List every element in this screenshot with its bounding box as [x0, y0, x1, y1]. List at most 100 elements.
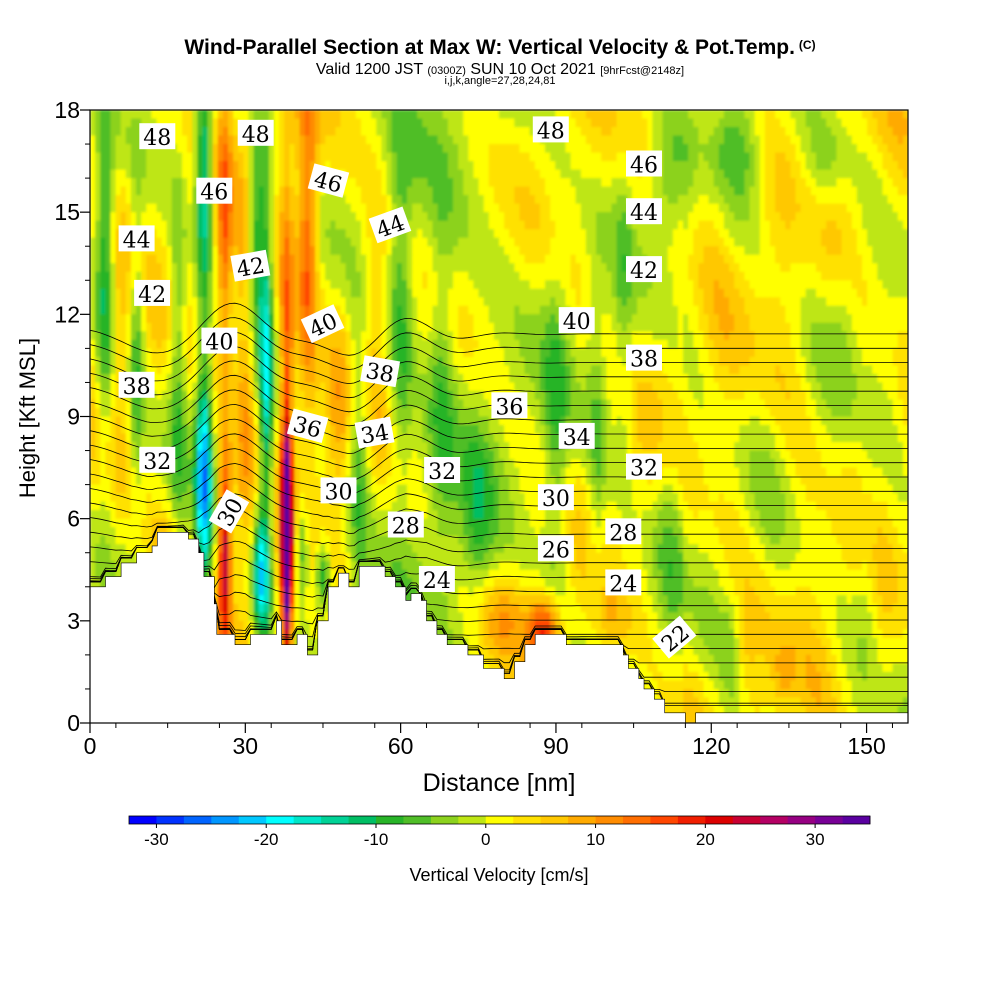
x-tick-label: 120: [692, 733, 730, 759]
colorbar-swatch: [540, 816, 569, 824]
theta-label-text: 32: [630, 457, 658, 482]
theta-label-text: 44: [123, 228, 151, 253]
theta-label: 40: [558, 307, 595, 335]
theta-label-text: 32: [143, 450, 171, 475]
theta-contour: [90, 526, 908, 625]
colorbar-swatch: [321, 816, 349, 824]
theta-contour: [90, 463, 908, 509]
theta-label-text: 38: [123, 375, 151, 400]
theta-label-text: 28: [392, 515, 420, 540]
section-indices: i,j,k,angle=27,28,24,81: [444, 75, 556, 87]
y-tick-label: 3: [67, 608, 80, 634]
theta-label-text: 24: [423, 569, 451, 594]
y-tick-label: 12: [54, 301, 80, 327]
theta-label-text: 36: [495, 395, 523, 420]
theta-contour: [90, 526, 908, 571]
theta-label: 32: [424, 457, 461, 485]
valid-time: Valid 1200 JST: [315, 61, 423, 78]
x-tick-label: 60: [388, 733, 414, 759]
theta-label: 38: [360, 355, 401, 388]
colorbar-swatch: [348, 816, 377, 824]
colorbar-swatch: [430, 816, 459, 824]
x-tick-label: 0: [84, 733, 97, 759]
theta-label-text: 30: [542, 487, 570, 512]
theta-label-text: 30: [325, 480, 353, 505]
valid-date: SUN 10 Oct 2021: [470, 61, 596, 78]
colorbar-swatch: [266, 816, 295, 824]
theta-contour: [90, 403, 908, 455]
theta-label-text: 48: [143, 126, 171, 151]
colorbar-tick-label: -20: [254, 830, 279, 849]
theta-label-text: 40: [563, 310, 591, 335]
theta-label: 42: [626, 256, 662, 284]
colorbar-swatch: [293, 816, 322, 824]
colorbar-swatch: [815, 816, 843, 824]
colorbar-swatch: [705, 816, 734, 824]
utc-time: (0300Z): [427, 65, 466, 77]
forecast-info: [9hrFcst@2148z]: [600, 65, 685, 77]
theta-label: 42: [134, 279, 171, 308]
chart-title-text: Wind-Parallel Section at Max W: Vertical…: [184, 36, 795, 59]
x-axis-label: Distance [nm]: [423, 769, 576, 797]
theta-label: 38: [626, 344, 662, 373]
colorbar: -30 -20 -10 0 10 20 30: [128, 815, 871, 849]
theta-label: 40: [201, 327, 238, 356]
colorbar-tick-label: -30: [144, 830, 169, 849]
theta-contour: [90, 526, 908, 598]
theta-label-text: 32: [428, 460, 456, 485]
theta-contour: [90, 448, 908, 495]
colorbar-tick-label: 0: [481, 830, 490, 849]
colorbar-swatch: [485, 816, 514, 824]
theta-label-text: 38: [630, 348, 658, 373]
theta-label: 34: [354, 416, 395, 450]
theta-label: 26: [537, 535, 574, 563]
theta-label-text: 42: [235, 253, 267, 282]
y-axis-label: Height [Kft MSL]: [15, 338, 40, 498]
colorbar-swatch: [183, 816, 212, 824]
theta-label-text: 28: [609, 521, 637, 546]
chart-subtitle: Valid 1200 JST (0300Z) SUN 10 Oct 2021 […: [0, 61, 1000, 79]
y-tick-label: 0: [67, 710, 80, 736]
colorbar-swatch: [787, 816, 816, 824]
theta-contour: [90, 526, 908, 678]
theta-contour: [90, 526, 908, 650]
y-tick-label: 15: [54, 199, 80, 225]
theta-label: 30: [537, 484, 574, 512]
x-tick-label: 150: [847, 733, 885, 759]
colorbar-swatch: [513, 816, 542, 824]
theta-label-text: 44: [630, 201, 658, 226]
theta-label-text: 42: [138, 283, 166, 308]
colorbar-swatch: [760, 816, 789, 824]
x-tick-label: 90: [543, 733, 569, 759]
x-tick-label: 30: [233, 733, 259, 759]
colorbar-swatch: [650, 816, 679, 824]
colorbar-swatch: [238, 816, 267, 824]
theta-contour: [90, 478, 908, 522]
colorbar-swatch: [458, 816, 487, 824]
copyright-mark: (C): [798, 38, 816, 52]
theta-label: 34: [558, 422, 595, 451]
theta-contour: [90, 317, 908, 370]
theta-label-text: 48: [242, 123, 270, 148]
chart-title: Wind-Parallel Section at Max W: Vertical…: [0, 36, 1000, 60]
theta-label: 30: [320, 477, 357, 505]
theta-label: 48: [237, 119, 274, 148]
theta-label-text: 48: [537, 119, 565, 144]
theta-label-text: 26: [542, 538, 570, 563]
y-tick-label: 9: [67, 404, 80, 430]
theta-contour: [90, 433, 908, 482]
theta-label: 38: [118, 371, 155, 400]
theta-label-text: 34: [359, 420, 391, 449]
y-tick-label: 6: [67, 506, 80, 532]
theta-label: 30: [208, 489, 250, 534]
theta-label: 24: [418, 566, 455, 594]
theta-label: 48: [139, 123, 176, 151]
theta-contour: [90, 526, 908, 664]
theta-label-text: 40: [205, 331, 233, 356]
terrain: [89, 532, 909, 724]
theta-label: 32: [139, 446, 176, 475]
